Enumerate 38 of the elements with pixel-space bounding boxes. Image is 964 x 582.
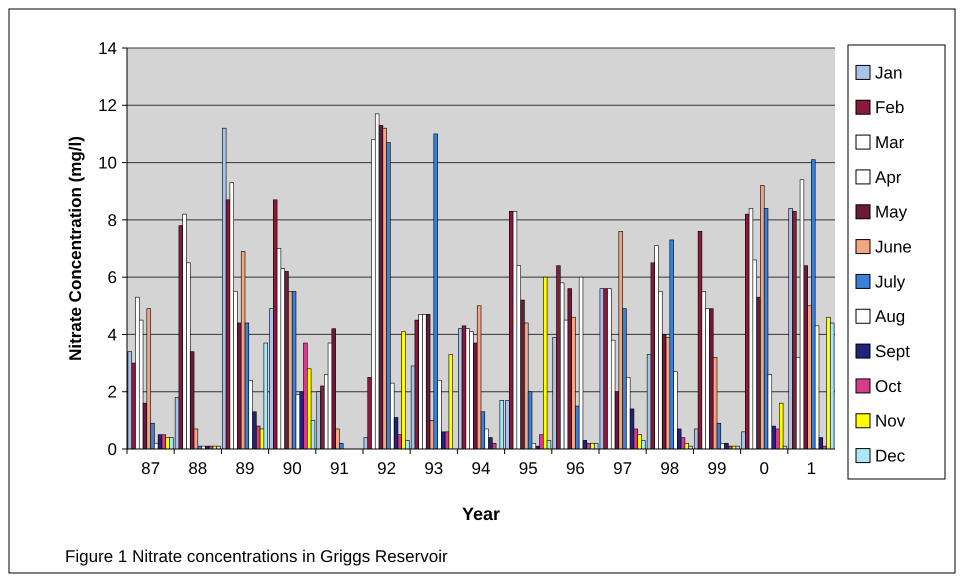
x-tick-label: 95 (518, 459, 538, 478)
x-tick-label: 91 (330, 459, 349, 478)
x-tick-label: 96 (566, 459, 585, 478)
y-tick-label: 12 (98, 96, 117, 116)
x-tick-label: 99 (708, 459, 726, 478)
legend-label: Mar (875, 133, 905, 152)
legend-label: May (875, 202, 908, 222)
legend-label: Aug (875, 307, 906, 326)
legend-label: Oct (875, 376, 902, 396)
legend-label: Dec (875, 446, 906, 466)
x-tick-label: 97 (613, 459, 632, 478)
y-tick-label: 6 (108, 268, 117, 288)
y-tick-label: 2 (108, 382, 117, 402)
text: Figure 1 Nitrate concentrations in Griggs Reservoir (65, 547, 448, 566)
legend-label: Feb (875, 98, 904, 118)
legend-label: June (875, 238, 912, 257)
x-tick-label: 90 (282, 459, 302, 478)
x-tick-label: 0 (759, 459, 769, 478)
legend-label: July (875, 272, 906, 292)
x-tick-label: 89 (236, 459, 254, 478)
legend-label: Nov (875, 412, 906, 431)
x-tick-label: 92 (377, 459, 396, 478)
x-tick-label: 94 (472, 459, 490, 478)
x-tick-label: 88 (188, 459, 208, 478)
legend-label: Sept (875, 342, 910, 362)
x-tick-label: 93 (424, 459, 444, 478)
x-axis-title: Year (462, 504, 500, 524)
x-tick-label: 98 (660, 459, 680, 478)
legend-label: Jan (875, 63, 902, 82)
y-axis-title: Nitrate Concentration (mg/l) (66, 136, 85, 361)
y-tick-label: 8 (108, 210, 117, 230)
y-tick-label: 14 (98, 38, 117, 58)
x-tick-label: 1 (806, 459, 816, 478)
y-tick-label: 0 (108, 440, 117, 459)
x-tick-label: 87 (141, 459, 160, 478)
y-tick-label: 10 (98, 154, 117, 173)
legend-label: Apr (875, 168, 902, 187)
y-tick-label: 4 (108, 325, 117, 344)
